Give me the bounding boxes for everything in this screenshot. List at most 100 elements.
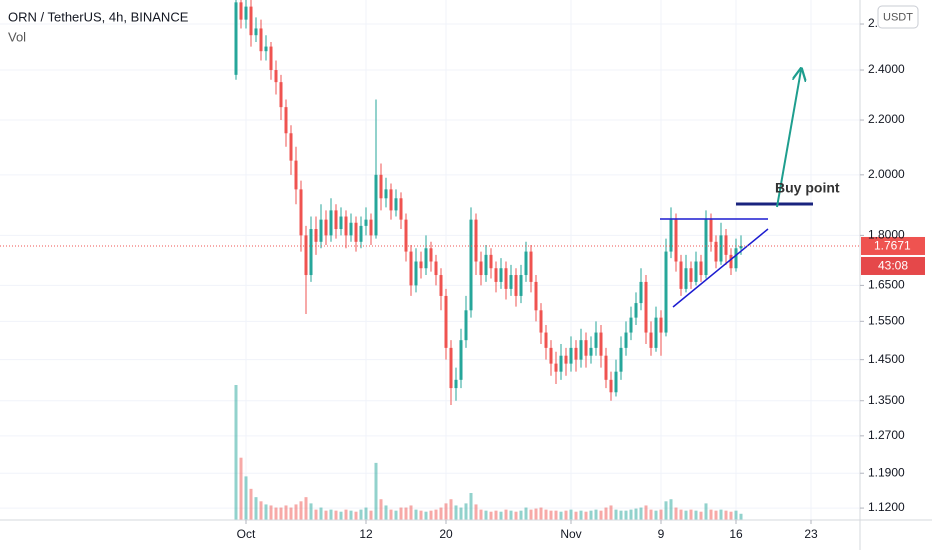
volume-bar — [324, 510, 328, 520]
volume-bar — [549, 510, 553, 520]
candle-body — [234, 2, 238, 75]
candle-body — [384, 189, 388, 199]
volume-bar — [404, 507, 408, 520]
volume-bar — [609, 505, 613, 520]
volume-bar — [739, 513, 743, 520]
volume-bar — [459, 507, 463, 520]
y-tick-label: 2.4000 — [868, 62, 905, 76]
volume-bar — [644, 505, 648, 520]
x-tick-label: 20 — [439, 527, 453, 541]
volume-bar — [244, 476, 248, 520]
volume-pane — [234, 385, 743, 520]
y-tick-label: 1.8000 — [868, 228, 905, 242]
volume-bar — [574, 511, 578, 520]
candle-body — [664, 251, 668, 333]
price-pane — [234, 0, 743, 405]
candle-body — [264, 46, 268, 52]
candle-body — [729, 254, 733, 269]
volume-bar — [529, 509, 533, 520]
volume-bar — [474, 504, 478, 520]
candle-body — [654, 317, 658, 348]
volume-bar — [714, 510, 718, 520]
candle-body — [684, 268, 688, 289]
x-tick-label: 23 — [804, 527, 818, 541]
volume-bar — [309, 503, 313, 520]
volume-bar — [729, 511, 733, 520]
volume-bar — [679, 509, 683, 520]
volume-bar — [539, 507, 543, 520]
candle-body — [439, 275, 443, 296]
candle-body — [404, 219, 408, 252]
candle-body — [254, 28, 258, 36]
volume-bar — [359, 509, 363, 520]
candle-body — [649, 332, 653, 348]
currency-button[interactable]: USDT — [877, 5, 919, 29]
candle-body — [449, 347, 453, 389]
volume-bar — [369, 510, 373, 520]
candle-body — [579, 340, 583, 360]
volume-bar — [394, 510, 398, 520]
currency[interactable]: USDT — [883, 11, 913, 23]
candle-body — [249, 6, 253, 36]
volume-bar — [584, 511, 588, 520]
volume-bar — [464, 503, 468, 520]
volume-bar — [524, 507, 528, 520]
candle-body — [639, 281, 643, 304]
candle-body — [679, 261, 683, 289]
volume-bar — [709, 509, 713, 520]
volume-bar — [604, 507, 608, 520]
candle-body — [619, 347, 623, 372]
volume-bar — [349, 510, 353, 520]
volume-bar — [544, 509, 548, 520]
currency-button-bg[interactable] — [877, 5, 919, 29]
candle-body — [714, 241, 718, 262]
volume-bar — [429, 510, 433, 520]
volume-bar — [389, 509, 393, 520]
volume-bar — [654, 510, 658, 520]
candle-body — [539, 310, 543, 333]
volume-bar — [514, 511, 518, 520]
x-tick-label: Oct — [237, 527, 256, 541]
candle-body — [434, 261, 438, 276]
volume-bar — [299, 501, 303, 520]
volume-bar — [494, 510, 498, 520]
candle-body — [574, 347, 578, 360]
volume-bar — [439, 507, 443, 520]
candle-body — [504, 268, 508, 289]
candle-body — [519, 275, 523, 296]
volume-bar — [414, 509, 418, 520]
candle-body — [604, 355, 608, 380]
volume-bar — [319, 507, 323, 520]
candle-body — [469, 219, 473, 311]
volume-bar — [499, 511, 503, 520]
volume-bar — [384, 505, 388, 520]
y-tick-label: 1.2700 — [868, 428, 905, 442]
candle-body — [259, 28, 263, 52]
volume-bar — [339, 511, 343, 520]
volume-bar — [304, 497, 308, 520]
candle-body — [644, 281, 648, 333]
candle-body — [549, 347, 553, 364]
candle-body — [349, 222, 353, 236]
volume-bar — [234, 385, 238, 520]
candle-body — [494, 268, 498, 282]
volume-bar — [504, 509, 508, 520]
volume-bar — [689, 509, 693, 520]
volume-bar — [534, 508, 538, 520]
volume-bar — [564, 510, 568, 520]
volume-bar — [334, 510, 338, 520]
candle-body — [564, 355, 568, 364]
candle-body — [599, 332, 603, 356]
candle-body — [479, 261, 483, 276]
candle-body — [704, 219, 708, 276]
volume-bar — [639, 507, 643, 520]
volume-bar — [669, 499, 673, 520]
candle-body — [309, 229, 313, 276]
candle-body — [594, 332, 598, 348]
countdown-box — [861, 256, 925, 275]
support-line — [672, 228, 769, 308]
volume-bar — [614, 509, 618, 520]
candle-body — [734, 248, 738, 269]
volume-bar — [449, 499, 453, 520]
